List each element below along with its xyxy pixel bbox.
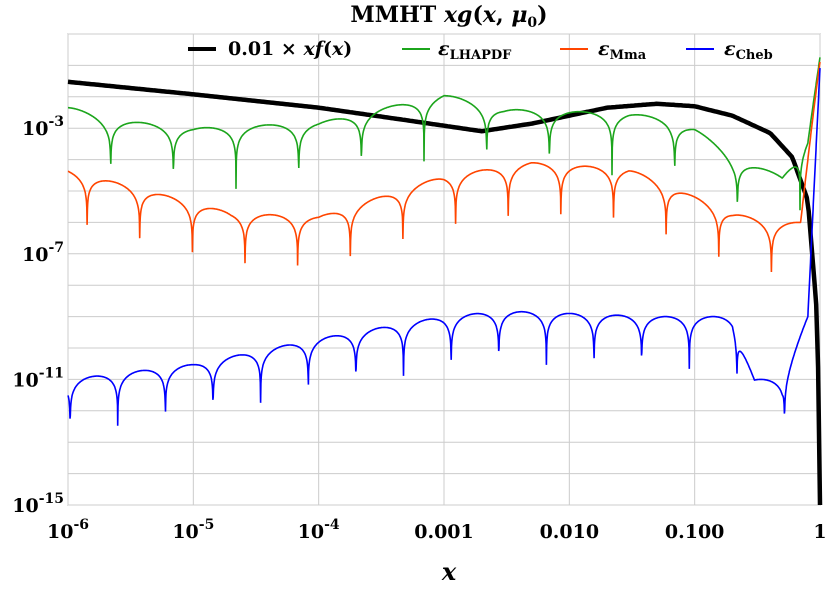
x-tick-label: 0.100: [665, 521, 725, 543]
chart-title: MMHT xg(x, μ0): [350, 2, 547, 31]
legend-label-cheb: εCheb: [724, 38, 773, 63]
legend: 0.01 × xf(x) εLHAPDF εMma εCheb: [188, 38, 773, 63]
x-tick-label: 1: [813, 521, 826, 543]
series-line-lhapdf: [68, 57, 821, 211]
grid-lines: [67, 33, 821, 506]
legend-label-mma: εMma: [598, 38, 647, 63]
series-line-mma: [67, 61, 821, 273]
series-lines: [67, 57, 823, 506]
x-tick-label: 0.010: [540, 521, 600, 543]
series-line-cheb: [67, 68, 821, 426]
y-tick-label: 10-3: [22, 114, 64, 140]
series-line-xfx: [67, 79, 823, 506]
x-tick-label: 10-6: [47, 517, 89, 543]
x-tick-label: 0.001: [414, 521, 474, 543]
x-tick-label: 10-4: [298, 517, 340, 543]
tick-labels: 10-6 10-5 10-4 0.001 0.010 0.100 1 10-3 10-7 10-1…: [12, 114, 826, 543]
y-tick-label: 10-15: [12, 491, 64, 517]
legend-label-lhapdf: εLHAPDF: [438, 38, 512, 63]
x-tick-label: 10-5: [172, 517, 214, 543]
y-tick-label: 10-7: [22, 240, 64, 266]
x-axis-label: x: [441, 557, 457, 586]
y-tick-label: 10-11: [12, 365, 64, 391]
legend-label-xfx: 0.01 × xf(x): [228, 38, 352, 60]
